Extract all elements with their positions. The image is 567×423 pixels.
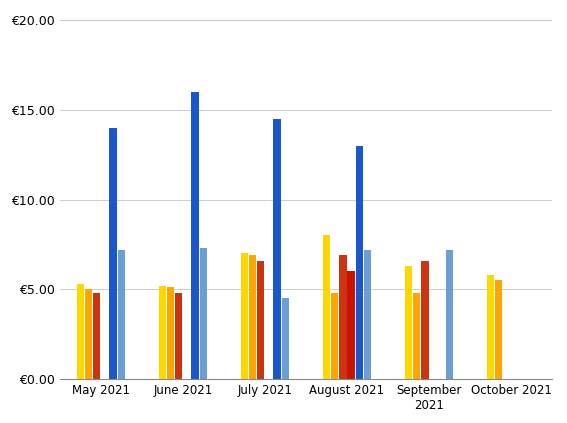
Bar [249, 255, 256, 379]
Bar [117, 250, 125, 379]
Bar [323, 236, 330, 379]
Bar [77, 284, 84, 379]
Bar [331, 293, 338, 379]
Bar [159, 286, 166, 379]
Bar [348, 271, 355, 379]
Bar [273, 119, 281, 379]
Bar [446, 250, 453, 379]
Bar [413, 293, 420, 379]
Bar [405, 266, 412, 379]
Bar [109, 128, 117, 379]
Bar [495, 280, 502, 379]
Bar [487, 275, 494, 379]
Bar [282, 298, 289, 379]
Bar [93, 293, 100, 379]
Bar [192, 92, 199, 379]
Bar [356, 146, 363, 379]
Bar [175, 293, 183, 379]
Bar [257, 261, 264, 379]
Bar [421, 261, 429, 379]
Bar [167, 287, 174, 379]
Bar [84, 289, 92, 379]
Bar [364, 250, 371, 379]
Bar [339, 255, 346, 379]
Bar [200, 248, 207, 379]
Bar [240, 253, 248, 379]
